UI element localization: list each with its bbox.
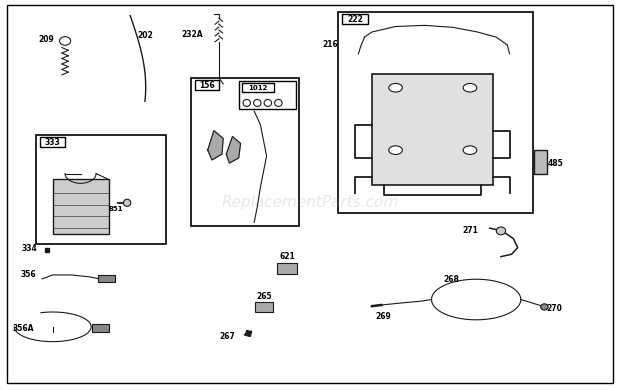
Bar xyxy=(242,83,274,92)
Bar xyxy=(53,179,108,234)
Ellipse shape xyxy=(463,83,477,92)
Bar xyxy=(372,74,493,185)
Bar xyxy=(255,302,273,312)
Bar xyxy=(338,12,533,213)
Polygon shape xyxy=(208,131,223,160)
Polygon shape xyxy=(226,136,241,163)
Bar xyxy=(534,150,547,174)
Ellipse shape xyxy=(389,83,402,92)
Bar xyxy=(191,78,299,226)
Ellipse shape xyxy=(389,146,402,154)
Bar xyxy=(40,137,65,147)
Text: 1012: 1012 xyxy=(248,85,268,91)
Text: 333: 333 xyxy=(45,138,61,147)
Text: 222: 222 xyxy=(347,14,363,24)
Text: 269: 269 xyxy=(375,312,391,321)
Text: 265: 265 xyxy=(256,292,272,301)
Text: 202: 202 xyxy=(138,30,153,40)
Text: 356A: 356A xyxy=(12,324,34,333)
Bar xyxy=(342,14,368,24)
Bar xyxy=(92,324,109,331)
Text: 268: 268 xyxy=(443,275,459,284)
Text: 334: 334 xyxy=(22,244,37,254)
Text: 356: 356 xyxy=(20,270,36,280)
Ellipse shape xyxy=(463,146,477,154)
Text: 270: 270 xyxy=(547,303,563,313)
Bar xyxy=(195,80,219,90)
Bar xyxy=(277,263,297,274)
Text: 271: 271 xyxy=(463,226,479,236)
Ellipse shape xyxy=(541,304,548,310)
Bar xyxy=(239,81,296,109)
Text: 267: 267 xyxy=(219,332,236,341)
Bar xyxy=(36,135,166,244)
Text: ReplacementParts.com: ReplacementParts.com xyxy=(221,195,399,210)
Text: 621: 621 xyxy=(279,252,295,261)
Text: 209: 209 xyxy=(39,34,55,44)
Ellipse shape xyxy=(123,199,131,206)
Text: 156: 156 xyxy=(199,81,215,90)
Text: 851: 851 xyxy=(108,206,123,212)
Text: 232A: 232A xyxy=(181,30,203,39)
Text: 485: 485 xyxy=(547,158,563,168)
Bar xyxy=(98,275,115,282)
Text: 216: 216 xyxy=(322,40,338,50)
Ellipse shape xyxy=(497,227,506,235)
